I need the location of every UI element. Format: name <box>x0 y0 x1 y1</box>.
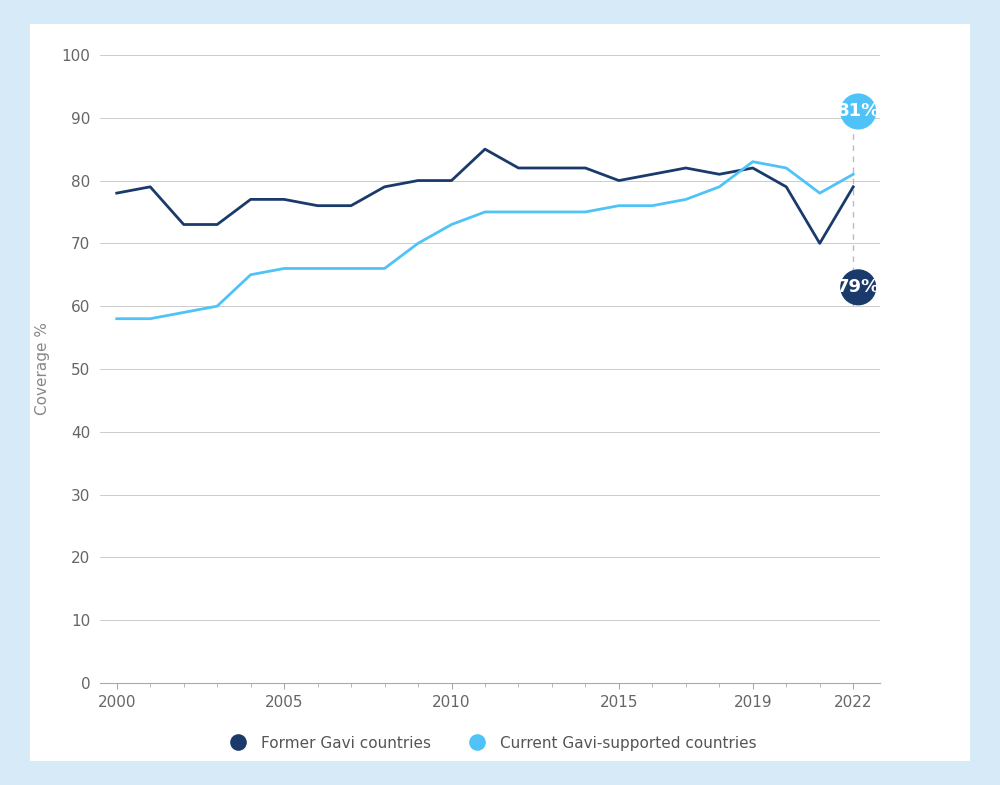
Y-axis label: Coverage %: Coverage % <box>35 323 50 415</box>
Text: 81%: 81% <box>837 103 880 120</box>
Circle shape <box>841 270 876 305</box>
Text: 79%: 79% <box>837 279 880 296</box>
Legend: Former Gavi countries, Current Gavi-supported countries: Former Gavi countries, Current Gavi-supp… <box>217 730 763 757</box>
Circle shape <box>841 94 876 129</box>
